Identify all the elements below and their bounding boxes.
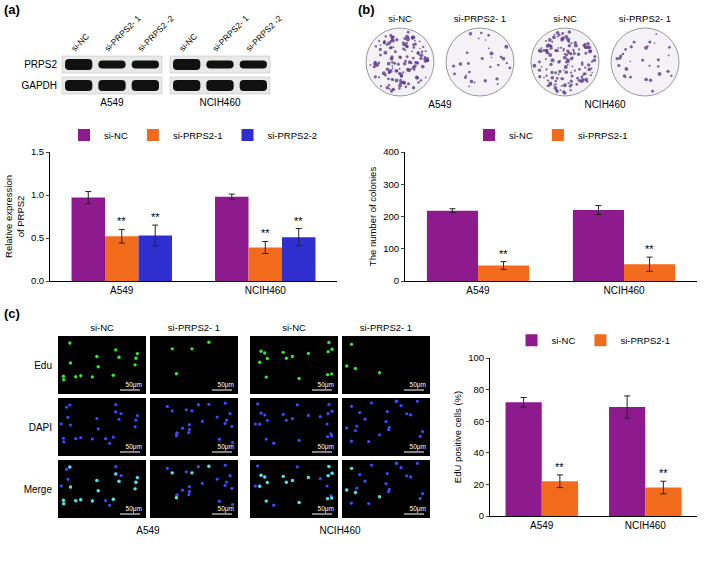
svg-text:si-PRPS2 -2: si-PRPS2 -2 [244, 13, 284, 53]
svg-text:**: ** [151, 211, 160, 223]
svg-text:Edu: Edu [34, 360, 52, 371]
svg-text:0.5: 0.5 [31, 232, 44, 243]
svg-text:50μm: 50μm [218, 505, 234, 513]
svg-text:si-PRPS2-1: si-PRPS2-1 [173, 130, 223, 141]
svg-text:DAPI: DAPI [29, 422, 52, 433]
svg-text:50μm: 50μm [126, 381, 142, 389]
svg-text:si-PRPS2- 1: si-PRPS2- 1 [360, 322, 412, 333]
svg-text:50μm: 50μm [218, 443, 234, 451]
svg-text:(a): (a) [4, 2, 20, 17]
svg-text:**: ** [499, 248, 508, 260]
svg-text:0.0: 0.0 [31, 275, 44, 286]
svg-text:si-PRPS2- 1: si-PRPS2- 1 [619, 13, 671, 24]
svg-text:Merge: Merge [24, 484, 53, 495]
svg-text:si-NC: si-NC [552, 335, 576, 346]
svg-text:20: 20 [474, 479, 485, 490]
svg-text:si-PRPS2 -2: si-PRPS2 -2 [136, 13, 176, 53]
svg-text:**: ** [659, 467, 668, 479]
svg-text:50μm: 50μm [410, 505, 426, 513]
svg-text:si-PRPS2-1: si-PRPS2-1 [578, 130, 628, 141]
svg-text:si-PRPS2-2: si-PRPS2-2 [268, 130, 318, 141]
svg-text:40: 40 [474, 447, 485, 458]
svg-text:GAPDH: GAPDH [21, 80, 57, 91]
svg-text:(b): (b) [358, 2, 375, 17]
svg-text:400: 400 [383, 146, 399, 157]
svg-text:NCIH460: NCIH460 [625, 520, 667, 531]
svg-text:50μm: 50μm [126, 443, 142, 451]
svg-text:1.0: 1.0 [31, 189, 44, 200]
svg-text:0: 0 [479, 510, 484, 521]
svg-text:The number of colonies: The number of colonies [367, 167, 378, 267]
svg-text:NCIH460: NCIH460 [245, 285, 287, 296]
svg-text:100: 100 [383, 243, 399, 254]
svg-text:si-PRPS2- 1: si-PRPS2- 1 [102, 13, 143, 54]
svg-text:0: 0 [394, 275, 399, 286]
svg-text:**: ** [294, 215, 303, 227]
svg-text:si-NC: si-NC [90, 322, 114, 333]
svg-text:si-PRPS2- 1: si-PRPS2- 1 [168, 322, 220, 333]
svg-text:(c): (c) [4, 306, 20, 321]
svg-text:EdU positive cells (%): EdU positive cells (%) [452, 391, 463, 483]
svg-text:A549: A549 [136, 525, 160, 536]
svg-text:50μm: 50μm [318, 381, 334, 389]
svg-text:A549: A549 [110, 285, 134, 296]
svg-text:60: 60 [474, 416, 485, 427]
svg-text:si-NC: si-NC [104, 130, 128, 141]
svg-text:A549: A549 [428, 99, 452, 110]
svg-text:50μm: 50μm [410, 443, 426, 451]
svg-text:**: ** [645, 243, 654, 255]
svg-text:50μm: 50μm [410, 381, 426, 389]
svg-text:50μm: 50μm [318, 505, 334, 513]
svg-text:NCIH460: NCIH460 [603, 285, 645, 296]
svg-text:NCIH460: NCIH460 [199, 97, 241, 108]
svg-text:1.5: 1.5 [31, 146, 44, 157]
svg-text:80: 80 [474, 384, 485, 395]
svg-text:NCIH460: NCIH460 [319, 525, 361, 536]
svg-text:si-NC: si-NC [69, 31, 91, 53]
svg-text:Relative expressionof PRPS2: Relative expressionof PRPS2 [3, 175, 26, 258]
svg-text:**: ** [117, 215, 126, 227]
svg-text:si-NC: si-NC [553, 13, 577, 24]
svg-text:si-NC: si-NC [388, 13, 412, 24]
svg-text:si-NC: si-NC [282, 322, 306, 333]
svg-text:NCIH460: NCIH460 [584, 99, 626, 110]
svg-text:**: ** [555, 461, 564, 473]
svg-text:100: 100 [468, 352, 484, 363]
svg-text:si-PRPS2- 1: si-PRPS2- 1 [210, 13, 251, 54]
svg-text:**: ** [261, 227, 270, 239]
svg-text:PRPS2: PRPS2 [24, 59, 57, 70]
svg-text:si-NC: si-NC [509, 130, 533, 141]
svg-text:50μm: 50μm [126, 505, 142, 513]
svg-text:si-NC: si-NC [177, 31, 199, 53]
svg-text:A549: A549 [100, 97, 124, 108]
svg-text:si-PRPS2-1: si-PRPS2-1 [620, 335, 670, 346]
svg-text:A549: A549 [466, 285, 490, 296]
svg-text:200: 200 [383, 211, 399, 222]
svg-text:50μm: 50μm [218, 381, 234, 389]
svg-text:300: 300 [383, 179, 399, 190]
svg-text:si-PRPS2- 1: si-PRPS2- 1 [454, 13, 506, 24]
svg-text:A549: A549 [530, 520, 554, 531]
svg-text:50μm: 50μm [318, 443, 334, 451]
